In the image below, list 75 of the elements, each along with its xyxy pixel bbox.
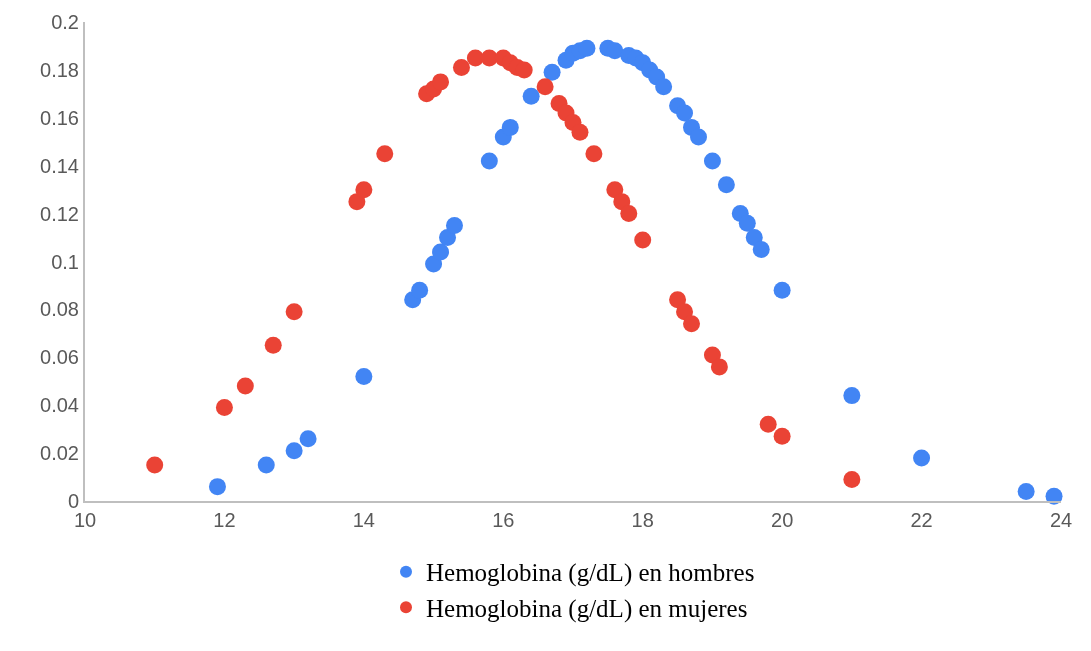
point [522, 87, 540, 105]
y-tick-label: 0 [67, 490, 79, 512]
point [236, 377, 254, 395]
point [759, 415, 777, 433]
x-tick-label: 22 [910, 509, 933, 531]
y-tick-label: 0.16 [40, 106, 79, 129]
point [773, 281, 791, 299]
y-tick-label: 0.2 [51, 11, 79, 33]
y-tick-label: 0.18 [40, 58, 79, 81]
point [376, 145, 394, 163]
point [634, 231, 652, 249]
point [606, 42, 624, 60]
point [752, 241, 770, 259]
point [299, 430, 317, 448]
point [285, 442, 303, 460]
x-tick-label: 20 [771, 509, 794, 531]
point [843, 387, 861, 405]
point [264, 336, 282, 354]
point [348, 193, 366, 211]
point [620, 205, 638, 223]
point [913, 449, 931, 467]
point [676, 104, 694, 122]
point [703, 152, 721, 170]
point [613, 193, 631, 211]
point [683, 315, 701, 333]
point [703, 346, 721, 364]
point [355, 367, 373, 385]
point [543, 63, 561, 81]
y-tick-label: 0.14 [40, 154, 79, 177]
x-tick-label: 24 [1049, 509, 1073, 531]
point [432, 73, 450, 91]
legend-label: Hemoglobina (g/dL) en hombres [426, 559, 755, 588]
point [439, 229, 457, 247]
point [480, 49, 498, 67]
point [843, 470, 861, 488]
point [655, 78, 673, 96]
x-tick-label: 18 [631, 509, 654, 531]
point [452, 59, 470, 76]
point [432, 243, 450, 261]
point [355, 181, 373, 199]
y-tick-label: 0.1 [51, 250, 79, 273]
point [710, 358, 728, 376]
point [215, 399, 233, 417]
x-tick-label: 14 [352, 509, 375, 531]
point [257, 456, 275, 474]
point [536, 78, 554, 96]
point [690, 128, 707, 146]
y-tick-label: 0.06 [40, 346, 79, 369]
legend-label: Hemoglobina (g/dL) en mujeres [426, 594, 748, 623]
point [669, 291, 687, 309]
point [738, 214, 756, 232]
x-tick-label: 10 [73, 509, 97, 531]
point [208, 478, 226, 496]
point [571, 123, 589, 141]
point [425, 255, 443, 273]
y-tick-label: 0.02 [40, 442, 79, 465]
point [676, 303, 694, 321]
y-tick-label: 0.12 [40, 202, 79, 225]
point [146, 456, 164, 474]
point [585, 145, 603, 163]
y-tick-label: 0.04 [40, 394, 79, 417]
point [466, 49, 484, 67]
point [285, 303, 303, 321]
y-tick-label: 0.08 [40, 298, 79, 321]
point [411, 281, 429, 299]
point [578, 39, 596, 57]
point [446, 217, 463, 235]
point [480, 152, 498, 170]
point [773, 427, 791, 445]
x-tick-label: 12 [213, 509, 236, 531]
point [745, 229, 763, 247]
x-tick-label: 16 [492, 509, 515, 531]
point [717, 176, 735, 194]
point [1017, 482, 1035, 500]
point [501, 118, 519, 136]
